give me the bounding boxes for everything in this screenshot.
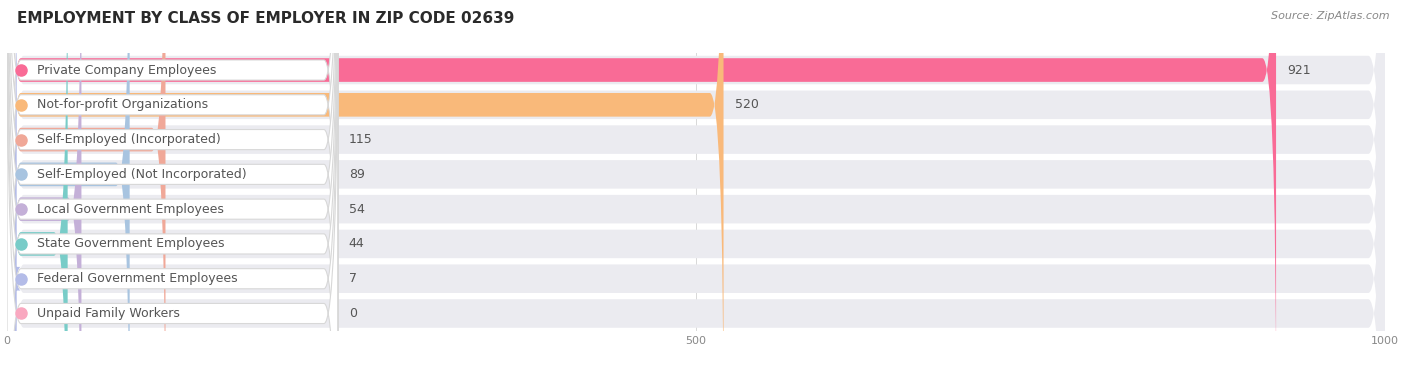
Text: 520: 520 (734, 98, 758, 111)
Text: 7: 7 (349, 272, 357, 285)
FancyBboxPatch shape (7, 0, 724, 376)
Text: Private Company Employees: Private Company Employees (38, 64, 217, 77)
FancyBboxPatch shape (7, 0, 1385, 376)
FancyBboxPatch shape (7, 0, 337, 376)
Text: Local Government Employees: Local Government Employees (38, 203, 224, 216)
FancyBboxPatch shape (7, 0, 1385, 376)
FancyBboxPatch shape (7, 0, 337, 376)
FancyBboxPatch shape (7, 0, 1385, 376)
FancyBboxPatch shape (7, 0, 337, 376)
FancyBboxPatch shape (7, 0, 166, 376)
Text: 921: 921 (1286, 64, 1310, 77)
FancyBboxPatch shape (7, 0, 337, 376)
Text: Not-for-profit Organizations: Not-for-profit Organizations (38, 98, 208, 111)
FancyBboxPatch shape (7, 0, 82, 376)
FancyBboxPatch shape (7, 0, 1385, 376)
FancyBboxPatch shape (7, 0, 337, 376)
Text: Self-Employed (Incorporated): Self-Employed (Incorporated) (38, 133, 221, 146)
Text: EMPLOYMENT BY CLASS OF EMPLOYER IN ZIP CODE 02639: EMPLOYMENT BY CLASS OF EMPLOYER IN ZIP C… (17, 11, 515, 26)
Text: 0: 0 (349, 307, 357, 320)
FancyBboxPatch shape (7, 0, 337, 376)
Text: 54: 54 (349, 203, 364, 216)
FancyBboxPatch shape (7, 0, 1385, 376)
Text: Self-Employed (Not Incorporated): Self-Employed (Not Incorporated) (38, 168, 247, 181)
FancyBboxPatch shape (7, 0, 1277, 376)
FancyBboxPatch shape (7, 0, 1385, 376)
Text: 44: 44 (349, 237, 364, 250)
Text: 89: 89 (349, 168, 364, 181)
FancyBboxPatch shape (7, 0, 129, 376)
Text: Unpaid Family Workers: Unpaid Family Workers (38, 307, 180, 320)
FancyBboxPatch shape (7, 0, 337, 376)
FancyBboxPatch shape (7, 0, 337, 376)
Text: State Government Employees: State Government Employees (38, 237, 225, 250)
FancyBboxPatch shape (7, 0, 67, 376)
FancyBboxPatch shape (7, 0, 1385, 376)
Text: Federal Government Employees: Federal Government Employees (38, 272, 238, 285)
FancyBboxPatch shape (3, 0, 21, 376)
FancyBboxPatch shape (7, 0, 1385, 376)
Text: Source: ZipAtlas.com: Source: ZipAtlas.com (1271, 11, 1389, 21)
Text: 115: 115 (349, 133, 373, 146)
